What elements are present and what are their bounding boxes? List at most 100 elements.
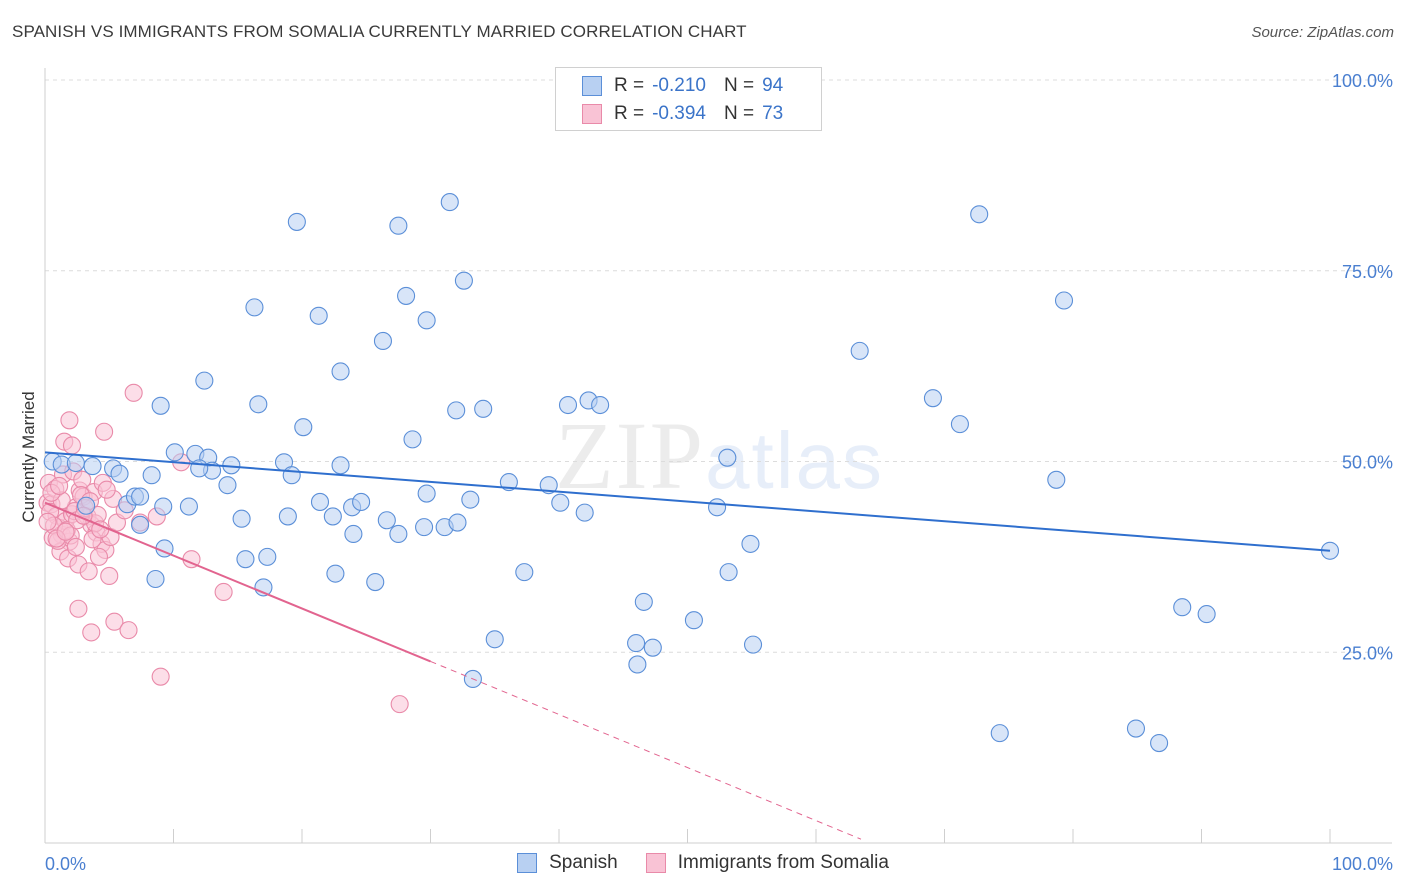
legend-n-value-spanish: 94 [762,75,784,96]
legend-swatch-spanish [517,853,538,873]
somalia-points [38,383,409,714]
source-label: Source: ZipAtlas.com [1251,24,1394,41]
spanish-point [627,634,646,653]
spanish-point [151,396,170,415]
spanish-point [575,503,594,522]
spanish-point [1054,291,1074,310]
spanish-point [741,534,760,553]
spanish-point [515,563,534,582]
spanish-point [77,496,96,515]
spanish-point [850,341,869,360]
somalia-point [56,522,75,541]
legend-r-label: R = [614,103,645,124]
spanish-point [417,484,436,503]
spanish-point [643,638,662,657]
spanish-point [970,205,989,224]
somalia-point [79,562,98,581]
y-tick-label: 75.0% [1342,262,1393,282]
spanish-point [591,395,610,415]
somalia-point [100,566,119,586]
spanish-trend-line [44,451,1331,552]
spanish-point [397,286,416,305]
x-ticks [44,829,1331,843]
spanish-point [950,415,969,434]
spanish-point [923,389,942,408]
legend-item-spanish[interactable]: Spanish [517,852,618,874]
spanish-point [708,498,727,517]
legend-label-spanish: Spanish [549,852,618,873]
legend-label-somalia: Immigrants from Somalia [677,852,889,873]
legend-n-label: N = [723,103,755,124]
somalia-point [124,383,143,402]
legend-r-label: R = [614,75,645,96]
spanish-point [1197,605,1216,624]
somalia-trend-line [44,501,431,663]
legend-swatch-somalia [645,853,666,873]
spanish-point [551,493,570,512]
spanish-point [389,216,408,235]
spanish-point [684,611,703,630]
spanish-point [282,466,301,485]
legend-n-value-somalia: 73 [762,103,784,124]
spanish-points [43,193,1340,753]
chart-title: SPANISH VS IMMIGRANTS FROM SOMALIA CURRE… [12,22,747,41]
x-tick-label-max: 100.0% [1332,854,1393,874]
x-tick-label-min: 0.0% [45,854,86,874]
somalia-point [50,476,69,495]
legend-r-value-somalia: -0.394 [652,103,706,124]
legend-r-value-spanish: -0.210 [652,75,706,96]
spanish-point [628,655,647,674]
spanish-point [326,564,345,583]
spanish-point [377,511,396,530]
spanish-point [83,457,102,476]
legend-swatch-somalia [582,104,602,124]
somalia-point [214,582,233,602]
spanish-point [1150,733,1169,753]
spanish-point [461,490,480,509]
spanish-point [474,399,493,418]
somalia-point [105,612,124,631]
legend-swatch-spanish [582,76,602,96]
spanish-point [154,497,173,516]
spanish-point [558,395,578,415]
spanish-point [499,473,518,492]
somalia-point [66,537,85,557]
spanish-point [417,311,436,330]
spanish-point [258,547,277,566]
y-tick-label: 100.0% [1332,71,1393,91]
spanish-point [719,563,738,582]
y-tick-label: 50.0% [1342,453,1393,473]
spanish-point [146,569,165,589]
somalia-point [38,512,57,531]
spanish-point [287,212,306,231]
spanish-point [440,193,459,212]
somalia-point [69,599,88,618]
spanish-point [236,550,255,569]
spanish-point [323,507,342,526]
spanish-point [718,448,737,467]
watermark: ZIPatlas [555,400,884,511]
series-legend: Spanish Immigrants from Somalia [0,852,1406,874]
somalia-point [95,422,114,441]
spanish-point [331,362,350,381]
spanish-point [415,518,434,537]
spanish-point [232,509,251,528]
spanish-point [131,515,150,534]
somalia-point [151,667,170,686]
legend-row-somalia: R = -0.394 N = 73 [582,101,783,127]
legend-item-somalia[interactable]: Immigrants from Somalia [645,852,889,874]
spanish-point [1126,719,1146,738]
somalia-point [89,547,109,566]
spanish-point [195,371,214,390]
spanish-point [249,395,268,414]
somalia-trend-extension [430,660,862,840]
spanish-point [110,464,129,483]
spanish-point [218,476,237,495]
spanish-point [447,401,466,420]
spanish-point [403,430,422,449]
somalia-point [60,411,79,430]
somalia-point [97,480,116,499]
spanish-point [245,298,264,317]
spanish-point [179,497,198,516]
